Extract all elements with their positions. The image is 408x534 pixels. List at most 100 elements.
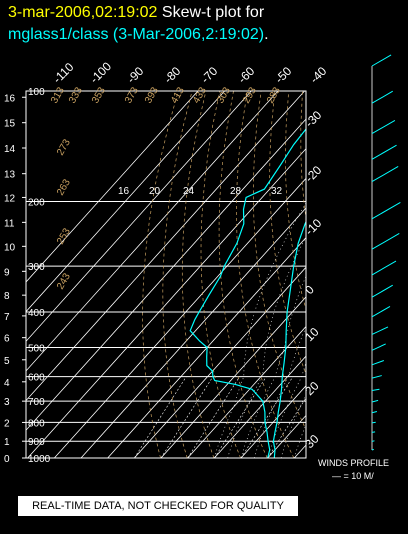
isotherm-line [54, 177, 306, 458]
isotherm-line [26, 91, 199, 283]
isotherm-line [26, 91, 225, 313]
height-tick-label: 4 [4, 378, 10, 389]
height-tick-label: 9 [4, 267, 10, 278]
plot-frame [25, 90, 307, 459]
pressure-tick-label: 200 [28, 197, 45, 208]
height-tick-label: 14 [4, 144, 16, 155]
mixing-ratio-line [214, 376, 267, 458]
mixing-ratio-label: 32 [271, 186, 283, 197]
isotherm-line [267, 414, 306, 458]
right-temperature-tick-label: 0 [302, 282, 317, 297]
dry-adiabat-label: 433 [191, 85, 209, 105]
dry-adiabat-line [285, 91, 306, 311]
wind-barb [371, 260, 397, 276]
wind-barb [371, 201, 401, 220]
dry-adiabat-line [253, 91, 306, 431]
dry-adiabat-label: 263 [55, 177, 73, 197]
height-tick-label: 7 [4, 312, 10, 323]
height-tick-label: 12 [4, 193, 16, 204]
dewpoint-profile-line [189, 128, 306, 458]
dry-adiabat-line [218, 91, 268, 458]
pressure-tick-label: 1000 [28, 454, 51, 465]
header-title-suffix: Skew-t plot for [161, 4, 265, 21]
top-temperature-tick-label: -90 [124, 64, 146, 86]
header-station: mglass1/class (3-Mar-2006,2:19:02) [8, 26, 265, 43]
plot-area [26, 91, 408, 459]
dry-adiabat-line [385, 91, 408, 458]
dry-adiabat-line [358, 91, 408, 458]
dry-adiabat-label: 293 [241, 85, 259, 105]
dry-adiabat-line [181, 91, 215, 458]
dry-adiabat-label: 373 [123, 85, 141, 105]
dry-adiabat-label: 313 [49, 85, 67, 105]
dry-adiabat-line [236, 91, 295, 458]
isotherm-line [160, 296, 306, 458]
wind-barb [371, 448, 374, 451]
dry-adiabat-line [269, 91, 306, 375]
chart-header: 3-mar-2006,02:19:02 Skew-t plot for mgla… [8, 2, 408, 46]
mixing-ratio-label: 28 [230, 186, 242, 197]
moist-adiabat-line [240, 275, 306, 458]
pressure-tick-label: 700 [28, 397, 45, 408]
height-tick-label: 2 [4, 418, 10, 429]
isotherm-line [26, 91, 252, 342]
moist-adiabat-line [214, 202, 306, 458]
mixing-ratio-label: 24 [183, 186, 195, 197]
wind-barb [371, 144, 397, 160]
wind-barb [371, 360, 385, 366]
moist-adiabat-line [294, 423, 306, 458]
top-temperature-tick-label: -70 [198, 64, 220, 86]
moist-adiabat-line [308, 202, 408, 459]
isotherm-line [134, 266, 306, 458]
dry-adiabat-line [399, 91, 408, 458]
height-tick-label: 11 [4, 218, 15, 229]
isotherm-line [348, 91, 408, 458]
isotherm-line [26, 91, 305, 402]
mixing-ratio-line [160, 376, 214, 458]
header-datetime: 3-mar-2006,02:19:02 [8, 4, 158, 21]
mixing-ratio-label: 20 [149, 186, 161, 197]
pressure-tick-label: 600 [28, 373, 45, 384]
isotherm-line [26, 91, 279, 372]
wind-barb [371, 388, 380, 392]
top-temperature-tick-label: -110 [50, 60, 76, 86]
isotherm-line [80, 207, 306, 458]
dry-adiabat-line [344, 91, 408, 458]
dry-adiabat-label: 393 [143, 85, 161, 105]
top-temperature-tick-label: -100 [87, 59, 114, 86]
top-temperature-tick-label: -80 [161, 64, 183, 86]
moist-adiabat-line [227, 236, 306, 458]
wind-barb [371, 326, 389, 335]
dry-adiabat-line [300, 91, 306, 222]
wind-barb [371, 306, 391, 318]
isotherm-line [187, 325, 306, 458]
top-temperature-tick-label: -50 [272, 64, 294, 86]
wind-barb [371, 399, 379, 403]
quality-notice: REAL-TIME DATA, NOT CHECKED FOR QUALITY [18, 496, 298, 516]
header-line-1: 3-mar-2006,02:19:02 Skew-t plot for [8, 2, 408, 24]
pressure-tick-label: 300 [28, 262, 45, 273]
top-temperature-tick-label: -40 [307, 64, 329, 86]
height-tick-label: 3 [4, 397, 10, 408]
pressure-tick-label: 100 [28, 87, 45, 98]
moist-adiabat-line [267, 361, 306, 458]
wind-barb [371, 119, 396, 135]
pressure-tick-label: 800 [28, 418, 45, 429]
header-period: . [264, 26, 269, 43]
dry-adiabat-label: 243 [55, 271, 73, 291]
moist-adiabat-line [321, 202, 408, 459]
top-temperature-tick-label: -60 [235, 64, 257, 86]
height-tick-label: 15 [4, 119, 16, 130]
moist-adiabat-line [254, 326, 306, 458]
isotherm-line [27, 148, 306, 458]
mixing-ratio-line [134, 376, 187, 458]
winds-profile-scale: — = 10 M/ [332, 471, 374, 481]
wind-barb [371, 90, 393, 104]
dry-adiabat-label: 413 [169, 85, 187, 105]
dry-adiabat-label: 253 [55, 226, 73, 246]
wind-barb [371, 440, 375, 442]
pressure-tick-label: 400 [28, 308, 45, 319]
dry-adiabat-label: 283 [265, 85, 283, 105]
mixing-ratio-line [267, 397, 306, 458]
isotherm-line [214, 355, 306, 458]
